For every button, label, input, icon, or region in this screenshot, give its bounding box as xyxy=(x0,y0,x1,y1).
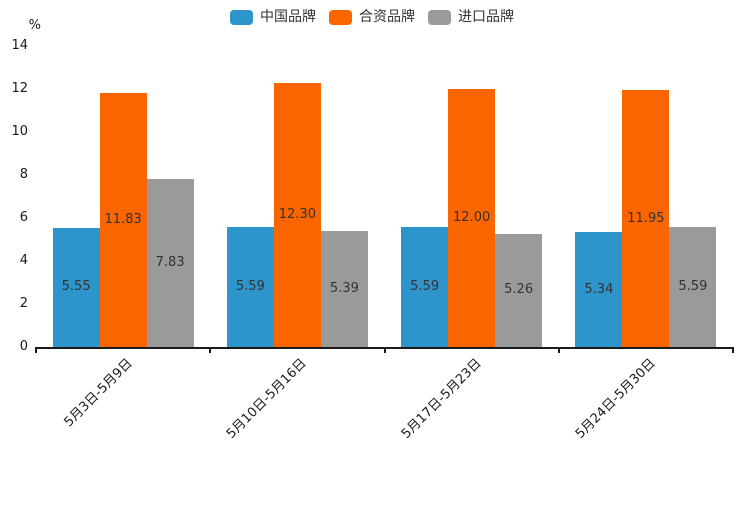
y-axis-unit-label: % xyxy=(28,18,41,33)
legend-item-series-2[interactable]: 进口品牌 xyxy=(428,8,514,26)
bar-合资品牌-1 xyxy=(273,82,321,347)
bar-value-label: 11.83 xyxy=(104,211,142,227)
bar-进口品牌-1 xyxy=(320,231,368,347)
bar-合资品牌-3 xyxy=(622,90,670,347)
bar-中国品牌-3 xyxy=(575,232,623,347)
bar-value-label: 12.30 xyxy=(278,206,316,222)
x-axis-tick xyxy=(383,347,386,353)
y-tick-label: 6 xyxy=(19,210,28,225)
x-axis-tick xyxy=(209,347,212,353)
y-tick-label: 14 xyxy=(11,38,28,53)
y-tick-label: 0 xyxy=(19,339,28,354)
bar-value-label: 12.00 xyxy=(453,210,491,225)
y-tick-label: 12 xyxy=(11,81,28,96)
bar-中国品牌-0 xyxy=(52,227,100,347)
bar-value-label: 7.83 xyxy=(155,254,185,270)
bar-value-label: 5.55 xyxy=(61,279,91,295)
y-tick-label: 10 xyxy=(11,124,28,139)
legend-swatch-icon xyxy=(329,9,352,25)
y-tick-label: 8 xyxy=(19,167,28,182)
bar-进口品牌-3 xyxy=(669,226,717,347)
bar-value-label: 5.59 xyxy=(235,278,265,294)
bar-合资品牌-2 xyxy=(448,89,496,347)
legend-item-series-1[interactable]: 合资品牌 xyxy=(329,8,415,26)
y-tick-label: 4 xyxy=(19,253,28,268)
x-axis-tick xyxy=(732,347,734,353)
legend-swatch-icon xyxy=(428,9,451,25)
bar-value-label: 5.59 xyxy=(410,278,440,294)
bar-value-label: 5.59 xyxy=(678,278,708,294)
x-category-label: 5月17日-5月23日 xyxy=(398,356,485,442)
legend-label: 进口品牌 xyxy=(458,9,514,25)
bar-中国品牌-2 xyxy=(401,226,449,347)
bar-chart: 中国品牌 合资品牌 进口品牌 % 0 2 4 6 8 10 12 14 5.55 11.83 7.83… xyxy=(11,8,734,442)
x-axis-tick xyxy=(35,347,37,353)
y-tick-label: 2 xyxy=(19,296,28,311)
bar-value-label: 5.39 xyxy=(329,281,359,297)
x-category-label: 5月24日-5月30日 xyxy=(572,356,659,442)
x-axis-tick xyxy=(557,347,560,353)
legend-swatch-icon xyxy=(230,9,253,25)
chart-legend: 中国品牌 合资品牌 进口品牌 xyxy=(230,8,514,26)
legend-item-series-0[interactable]: 中国品牌 xyxy=(230,8,316,26)
bar-进口品牌-2 xyxy=(495,233,543,347)
bar-value-label: 5.26 xyxy=(504,282,534,298)
legend-label: 中国品牌 xyxy=(260,9,316,25)
bar-合资品牌-0 xyxy=(99,92,147,347)
bar-中国品牌-1 xyxy=(226,226,274,347)
legend-label: 合资品牌 xyxy=(359,9,415,25)
x-category-label: 5月10日-5月16日 xyxy=(224,356,310,442)
bar-value-label: 5.34 xyxy=(584,281,614,297)
x-category-label: 5月3日-5月9日 xyxy=(61,356,136,431)
bar-value-label: 11.95 xyxy=(627,210,665,226)
bar-进口品牌-0 xyxy=(146,178,194,347)
